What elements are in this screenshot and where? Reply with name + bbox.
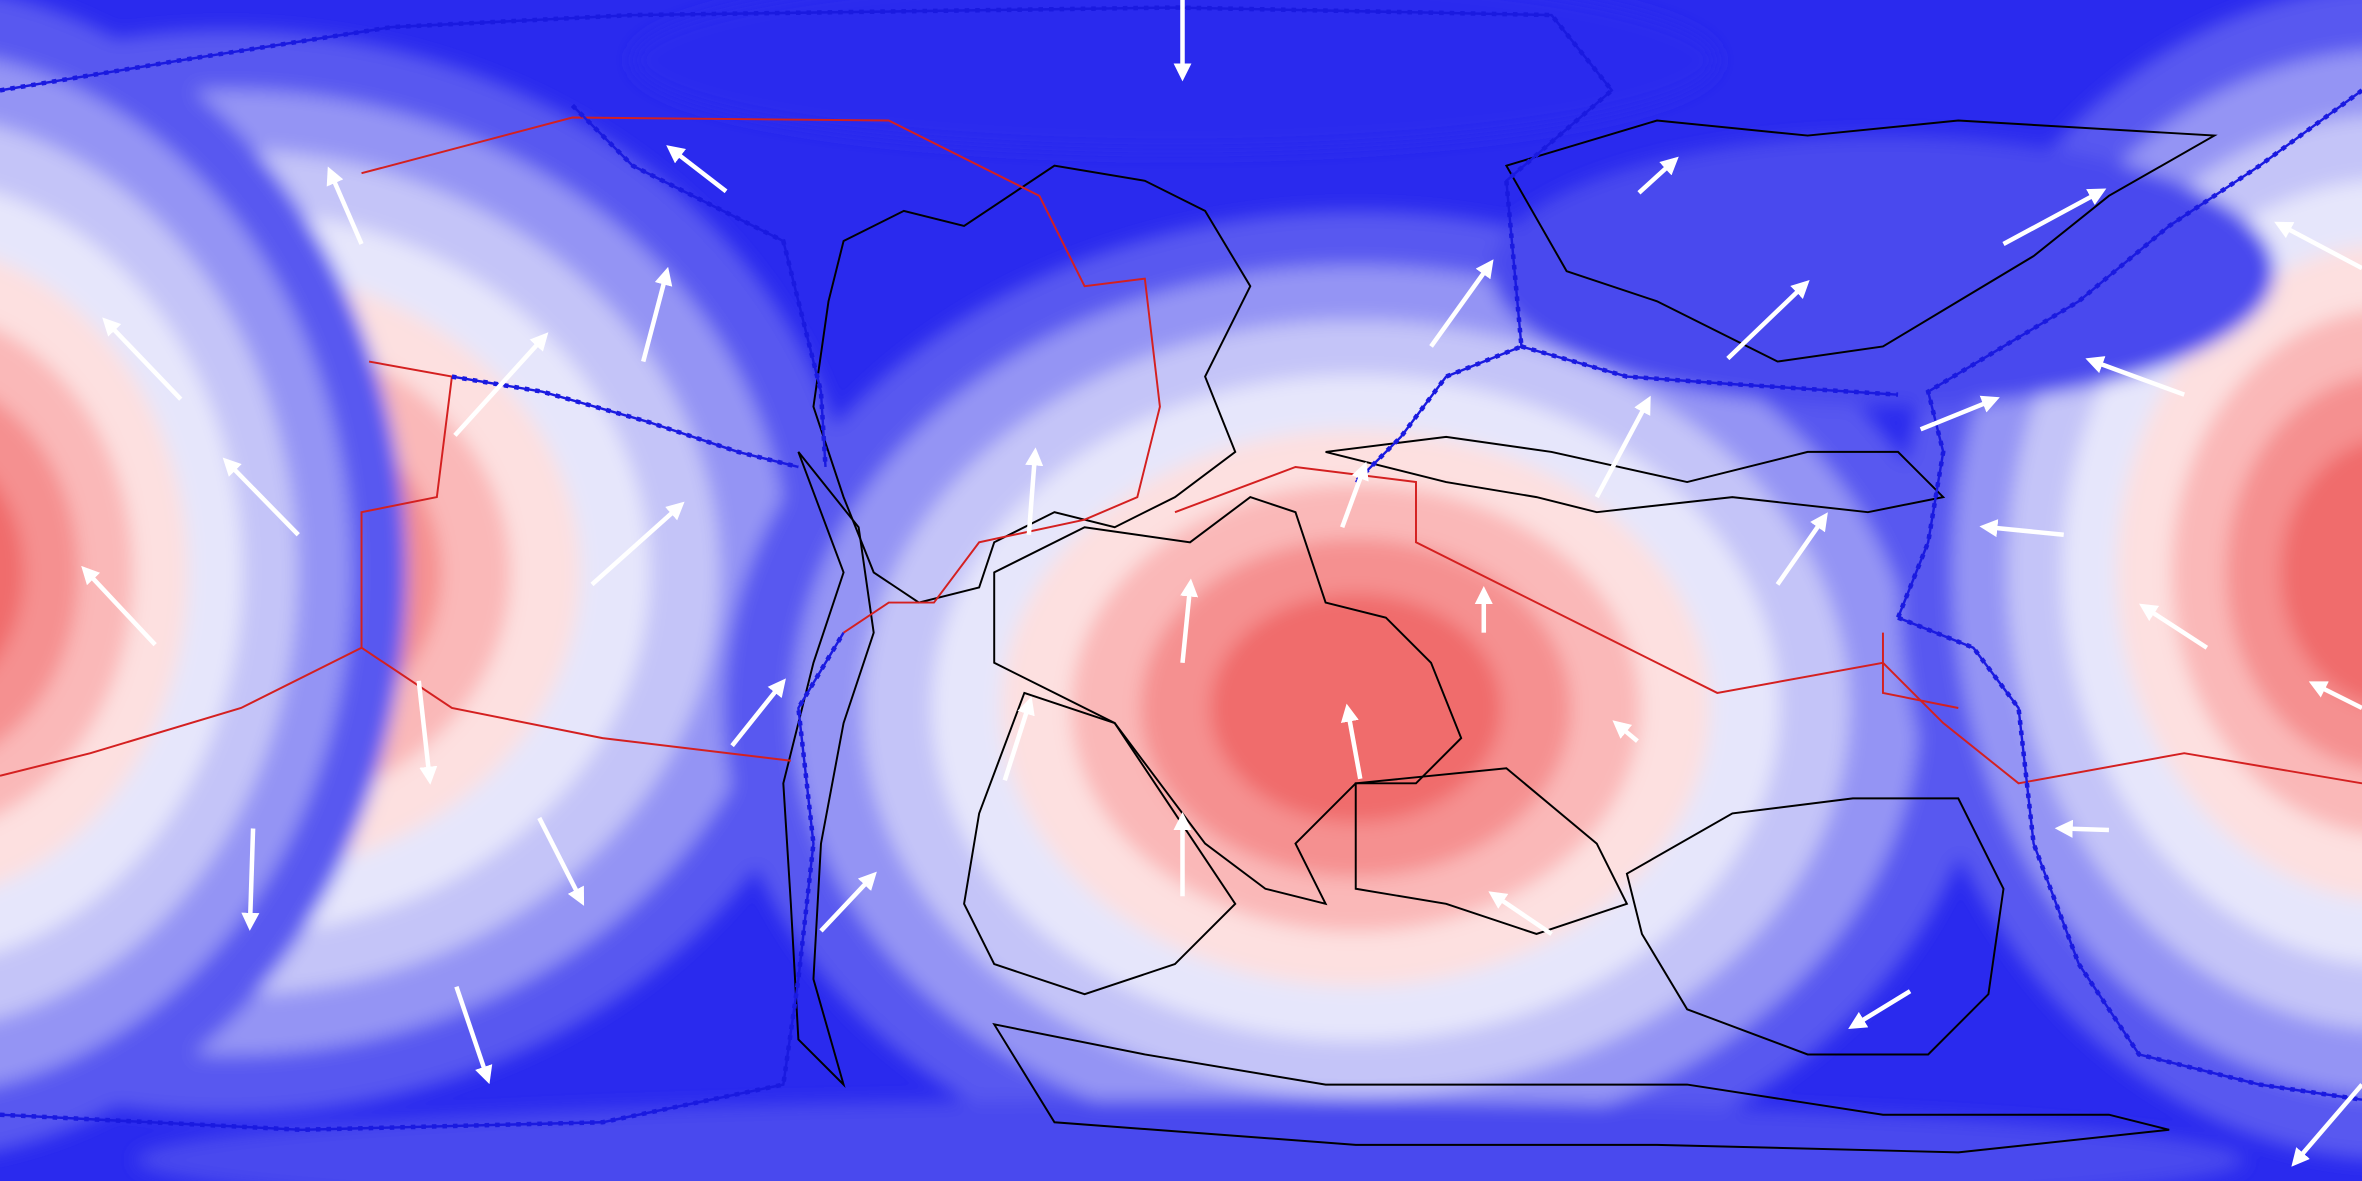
subduction-line xyxy=(0,632,845,1131)
subduction-line xyxy=(1896,89,2362,619)
velocity-arrow xyxy=(1340,461,1369,529)
velocity-arrow xyxy=(1025,447,1044,535)
coastline xyxy=(1625,797,2005,1056)
velocity-arrow xyxy=(1848,989,1912,1030)
velocity-arrow xyxy=(2308,681,2362,711)
field-low xyxy=(1491,135,2275,407)
field-contour xyxy=(2280,443,2362,702)
field-low xyxy=(135,1099,2245,1181)
velocity-arrow xyxy=(590,501,685,587)
velocity-arrow xyxy=(2139,603,2209,650)
velocity-arrow xyxy=(666,145,728,194)
field-contour xyxy=(0,403,79,742)
coastline xyxy=(1504,119,2218,363)
velocity-arrow xyxy=(819,871,877,933)
coastlines xyxy=(782,119,2218,1154)
velocity-arrow xyxy=(241,828,260,931)
subduction-zones xyxy=(0,5,2362,1133)
velocity-arrow xyxy=(2085,356,2186,397)
velocity-arrow xyxy=(1919,395,2000,432)
velocity-arrow xyxy=(1726,279,1810,361)
velocity-arrow xyxy=(1775,512,1828,586)
velocity-arrow xyxy=(1594,395,1651,499)
subduction-line xyxy=(1897,616,2362,1101)
velocity-arrow xyxy=(222,457,300,537)
velocity-arrow xyxy=(1488,891,1553,936)
coastline xyxy=(1354,767,1629,935)
coastline xyxy=(812,164,1252,604)
plate-boundaries xyxy=(0,116,2362,785)
velocity-arrow xyxy=(2274,221,2362,271)
coastline xyxy=(963,691,1237,996)
velocity-arrow xyxy=(730,678,786,748)
coastline xyxy=(1325,435,1946,514)
velocity-arrow xyxy=(453,332,549,437)
velocity-arrow xyxy=(1429,259,1494,348)
velocity-arrow xyxy=(1340,703,1363,780)
ridge xyxy=(361,116,1161,634)
velocity-arrow xyxy=(102,317,183,401)
coastline xyxy=(992,1022,2170,1154)
velocity-arrow xyxy=(1612,720,1639,743)
velocity-arrow xyxy=(1002,696,1035,781)
subduction-line xyxy=(0,6,1614,483)
velocity-arrow xyxy=(2291,1083,2362,1167)
ridge xyxy=(0,360,453,777)
velocity-arrow xyxy=(1180,578,1199,664)
velocity-arrow xyxy=(2054,819,2110,838)
velocity-arrows xyxy=(81,0,2362,1167)
velocity-arrow xyxy=(1637,156,1679,195)
ridge xyxy=(360,646,791,762)
subduction-line xyxy=(1521,345,1899,396)
coastline xyxy=(782,451,875,1088)
velocity-arrow xyxy=(1979,519,2064,538)
velocity-arrow xyxy=(537,816,585,906)
subduction-line xyxy=(451,375,799,469)
velocity-arrow xyxy=(416,680,438,785)
ridge xyxy=(1174,465,2362,785)
velocity-arrow xyxy=(641,266,673,363)
subduction-line xyxy=(571,104,827,468)
velocity-arrow xyxy=(326,166,364,245)
velocity-arrow xyxy=(81,565,157,647)
velocity-arrow xyxy=(2002,188,2107,247)
velocity-arrow xyxy=(454,985,493,1085)
ridge xyxy=(1881,632,1959,709)
field-contour xyxy=(0,489,24,656)
